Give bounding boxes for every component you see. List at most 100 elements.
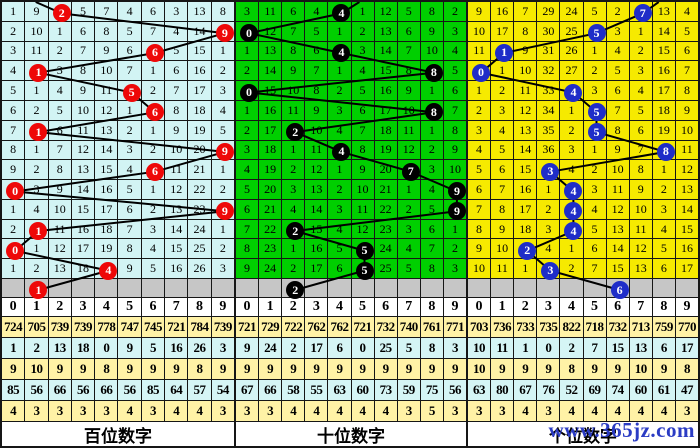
miss-count-cell: 3 <box>652 199 675 219</box>
miss-count-cell: 1 <box>583 140 606 160</box>
stat-cell: 9 <box>2 359 25 379</box>
hit-cell <box>118 81 141 100</box>
miss-count-cell: 31 <box>537 41 560 61</box>
hit-cell <box>25 120 48 140</box>
stat-cell: 1 <box>2 338 25 358</box>
digit-header-cell: 5 <box>118 298 141 316</box>
stat-cell: 66 <box>259 380 282 400</box>
stat-cell: 4 <box>328 401 351 421</box>
hit-cell <box>351 239 374 259</box>
hit-cell <box>141 100 165 120</box>
miss-count-cell: 14 <box>259 61 282 81</box>
stat-cell: 59 <box>397 380 420 400</box>
miss-count-cell: 1 <box>118 100 141 120</box>
hit-cell <box>537 259 560 278</box>
stat-cell: 9 <box>397 359 420 379</box>
miss-count-cell: 7 <box>48 140 71 160</box>
miss-count-cell: 8 <box>443 120 466 140</box>
hit-cell <box>560 81 583 100</box>
miss-count-cell: 5 <box>583 2 606 21</box>
stat-cell: 4 <box>583 401 606 421</box>
stat-cell: 713 <box>629 317 652 337</box>
miss-count-cell: 14 <box>652 21 675 41</box>
miss-count-cell: 9 <box>71 81 95 100</box>
separator-cell <box>282 279 305 297</box>
separator-cell <box>537 279 560 297</box>
stat-cell: 61 <box>652 380 675 400</box>
separator-cell <box>514 279 537 297</box>
miss-count-cell: 8 <box>351 140 374 160</box>
miss-count-cell: 2 <box>468 100 491 120</box>
miss-count-cell: 17 <box>71 239 95 259</box>
stat-cell: 9 <box>328 359 351 379</box>
miss-count-cell: 10 <box>468 21 491 41</box>
stat-cell: 733 <box>514 317 537 337</box>
miss-count-cell: 9 <box>491 219 514 239</box>
miss-count-cell: 7 <box>282 21 305 41</box>
miss-count-cell: 6 <box>397 21 420 41</box>
miss-count-cell: 13 <box>259 41 282 61</box>
miss-count-cell: 1 <box>328 61 351 81</box>
miss-count-cell: 13 <box>652 2 675 21</box>
miss-count-cell: 7 <box>165 81 188 100</box>
miss-count-cell: 14 <box>188 21 211 41</box>
miss-count-cell: 24 <box>259 259 282 278</box>
miss-count-cell: 6 <box>328 259 351 278</box>
miss-count-cell: 7 <box>397 41 420 61</box>
hit-cell <box>560 219 583 239</box>
stat-cell: 66 <box>48 380 71 400</box>
stat-cell: 729 <box>259 317 282 337</box>
hit-cell <box>397 160 420 180</box>
miss-count-cell: 10 <box>165 140 188 160</box>
hit-cell <box>560 199 583 219</box>
stat-cell: 56 <box>25 380 48 400</box>
separator-cell <box>71 279 95 297</box>
stat-cell: 724 <box>2 317 25 337</box>
stat-row: 85 56 66 56 66 56 85 64 57 54 <box>2 380 234 400</box>
miss-count-cell: 10 <box>397 100 420 120</box>
digit-header-cell: 9 <box>675 298 698 316</box>
stat-cell: 17 <box>675 338 698 358</box>
miss-count-cell: 1 <box>583 41 606 61</box>
miss-count-cell: 9 <box>443 140 466 160</box>
miss-count-cell: 12 <box>95 100 118 120</box>
separator-cell <box>118 279 141 297</box>
stat-cell: 5 <box>397 338 420 358</box>
stat-row: 1 2 13 18 0 9 5 16 26 3 <box>2 338 234 358</box>
stat-cell: 3 <box>259 401 282 421</box>
miss-count-cell: 7 <box>514 2 537 21</box>
miss-count-cell: 9 <box>468 239 491 259</box>
stat-cell: 17 <box>305 338 328 358</box>
hit-cell <box>2 180 25 199</box>
miss-count-cell: 4 <box>468 140 491 160</box>
stat-cell: 732 <box>374 317 397 337</box>
miss-count-cell: 24 <box>188 219 211 239</box>
miss-count-cell: 2 <box>397 199 420 219</box>
miss-count-cell: 1 <box>420 81 443 100</box>
stat-cell: 9 <box>118 359 141 379</box>
miss-count-cell: 8 <box>48 160 71 180</box>
miss-count-cell: 21 <box>259 199 282 219</box>
stat-row: 724 705 739 739 778 747 745 721 784 739 <box>2 317 234 337</box>
stat-cell: 9 <box>443 359 466 379</box>
miss-count-cell: 5 <box>351 81 374 100</box>
miss-count-cell: 11 <box>259 2 282 21</box>
miss-count-cell: 4 <box>25 199 48 219</box>
stat-cell: 3 <box>468 401 491 421</box>
miss-count-cell: 8 <box>468 219 491 239</box>
stat-cell: 3 <box>675 401 698 421</box>
stat-cell: 759 <box>652 317 675 337</box>
stat-cell: 13 <box>629 338 652 358</box>
miss-count-cell: 6 <box>305 41 328 61</box>
miss-count-cell: 12 <box>305 160 328 180</box>
miss-count-cell: 4 <box>118 2 141 21</box>
miss-count-cell: 5 <box>141 259 165 278</box>
miss-count-cell: 1 <box>25 239 48 259</box>
miss-count-cell: 10 <box>71 100 95 120</box>
stat-cell: 4 <box>305 401 328 421</box>
hit-cell <box>141 160 165 180</box>
stat-row: 9 10 9 9 8 9 9 9 8 9 <box>2 359 234 379</box>
miss-count-cell: 9 <box>606 140 629 160</box>
